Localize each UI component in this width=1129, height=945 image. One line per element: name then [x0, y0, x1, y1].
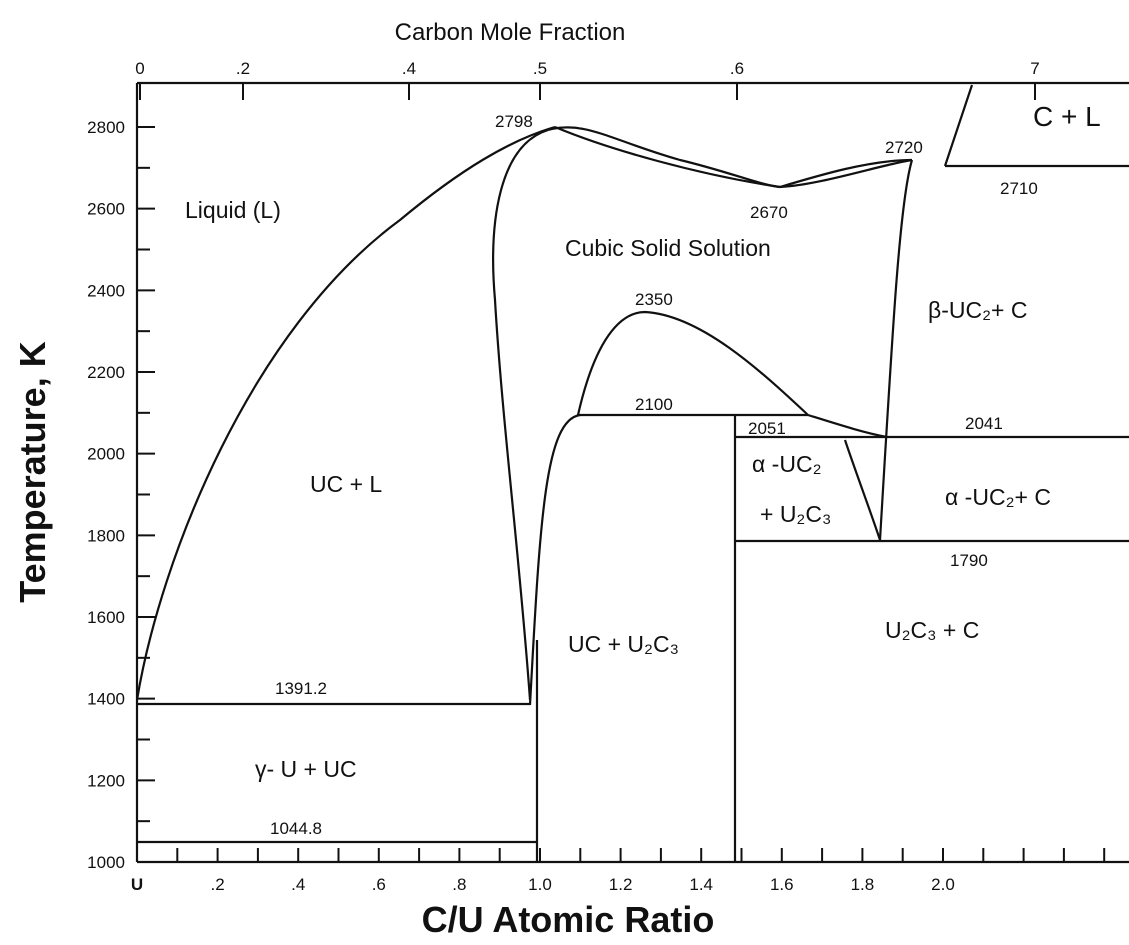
y-tick-label: 2400 — [87, 281, 125, 300]
y-tick-label: 1200 — [87, 771, 125, 790]
phase-boundaries — [135, 84, 1129, 862]
top-tick-label: .5 — [533, 59, 547, 78]
y-tick-label: 1800 — [87, 526, 125, 545]
annotation: 1044.8 — [270, 819, 322, 838]
top-tick-label: .6 — [730, 59, 744, 78]
annotation: 2051 — [748, 419, 786, 438]
ticks: 1000 1200 1400 1600 1800 2000 2200 2400 2600 2800… — [87, 59, 1106, 894]
y-tick-label: 2200 — [87, 363, 125, 382]
y-tick-label: 1600 — [87, 608, 125, 627]
x-tick-label: .8 — [452, 875, 466, 894]
annotation: 2710 — [1000, 179, 1038, 198]
annotation: 2670 — [750, 203, 788, 222]
x-tick-label: 1.2 — [609, 875, 633, 894]
region-label: Cubic Solid Solution — [565, 235, 771, 261]
top-tick-label: 7 — [1030, 59, 1039, 78]
y-tick-label: 2800 — [87, 118, 125, 137]
annotation: 2798 — [495, 112, 533, 131]
annotations: 2798 2720 2670 2710 2350 2100 2051 2041 … — [270, 112, 1038, 838]
y-tick-label: 2000 — [87, 445, 125, 464]
y-tick-label: 1400 — [87, 690, 125, 709]
annotation: 1391.2 — [275, 679, 327, 698]
annotation: 1790 — [950, 551, 988, 570]
region-label: U₂C₃ + C — [885, 617, 979, 643]
region-label: UC + U₂C₃ — [568, 631, 679, 657]
y-tick-label: 2600 — [87, 200, 125, 219]
x-tick-label: 1.6 — [770, 875, 794, 894]
x-tick-label: 1.8 — [851, 875, 875, 894]
x-tick-label: .6 — [372, 875, 386, 894]
region-label: α -UC₂+ C — [945, 484, 1051, 510]
annotation: 2041 — [965, 414, 1003, 433]
region-labels: Liquid (L) Cubic Solid Solution UC + L β… — [185, 101, 1101, 782]
region-label: Liquid (L) — [185, 197, 281, 223]
x-tick-label: U — [131, 875, 143, 894]
x-tick-label: .2 — [211, 875, 225, 894]
x-tick-label: 1.4 — [689, 875, 713, 894]
region-label: β-UC₂+ C — [928, 297, 1027, 323]
region-label: + U₂C₃ — [760, 501, 831, 527]
region-label: γ- U + UC — [255, 756, 357, 782]
x-axis-label: C/U Atomic Ratio — [422, 899, 715, 940]
x-tick-label: .4 — [291, 875, 305, 894]
top-tick-label: 0 — [135, 59, 144, 78]
top-tick-label: .4 — [402, 59, 416, 78]
region-label: UC + L — [310, 471, 382, 497]
y-axis-label: Temperature, K — [12, 341, 53, 602]
top-title: Carbon Mole Fraction — [395, 19, 626, 46]
x-tick-label: 1.0 — [528, 875, 552, 894]
region-label: C + L — [1033, 101, 1101, 132]
region-label: α -UC₂ — [752, 451, 822, 477]
top-tick-label: .2 — [236, 59, 250, 78]
annotation: 2100 — [635, 395, 673, 414]
annotation: 2720 — [885, 138, 923, 157]
annotation: 2350 — [635, 290, 673, 309]
y-tick-label: 1000 — [87, 853, 125, 872]
frame — [135, 81, 1129, 864]
x-tick-label: 2.0 — [931, 875, 955, 894]
